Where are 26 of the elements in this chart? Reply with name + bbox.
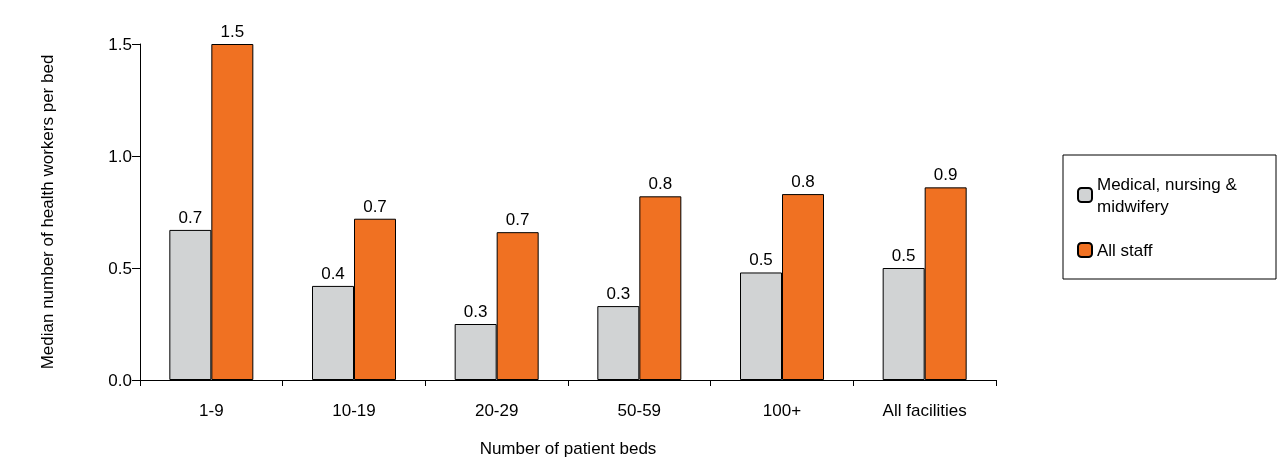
x-tick-label: All facilities: [882, 401, 967, 420]
x-tick-label: 50-59: [617, 401, 662, 420]
y-tick-label: 1.5: [108, 34, 132, 54]
legend-label: Medical, nursing & midwifery: [1097, 174, 1242, 216]
data-label: 0.7: [363, 196, 387, 216]
data-label: 0.9: [933, 165, 958, 185]
data-label: 0.7: [178, 207, 203, 227]
data-label: 1.5: [220, 22, 245, 41]
data-label: 0.4: [321, 263, 345, 283]
y-tick-label: 0.0: [108, 370, 132, 390]
x-tick-label: 20-29: [474, 401, 519, 420]
x-tick-label: 1-9: [199, 401, 224, 420]
x-tick-label: 100+: [762, 401, 802, 420]
legend-label: All staff: [1097, 240, 1153, 260]
x-tick-label: 10-19: [332, 401, 376, 420]
data-label: 0.5: [891, 246, 916, 265]
y-tick-label: 0.5: [108, 258, 132, 278]
data-label: 0.3: [606, 284, 631, 304]
y-tick-label: 1.0: [108, 146, 132, 166]
data-label: 0.7: [505, 210, 530, 230]
y-axis-title: Median number of health workers per bed: [37, 54, 57, 370]
data-label: 0.8: [648, 174, 673, 194]
data-label: 0.8: [791, 172, 815, 192]
data-label: 0.3: [463, 302, 488, 321]
data-label: 0.5: [749, 250, 773, 270]
x-axis-title: Number of patient beds: [479, 439, 657, 458]
